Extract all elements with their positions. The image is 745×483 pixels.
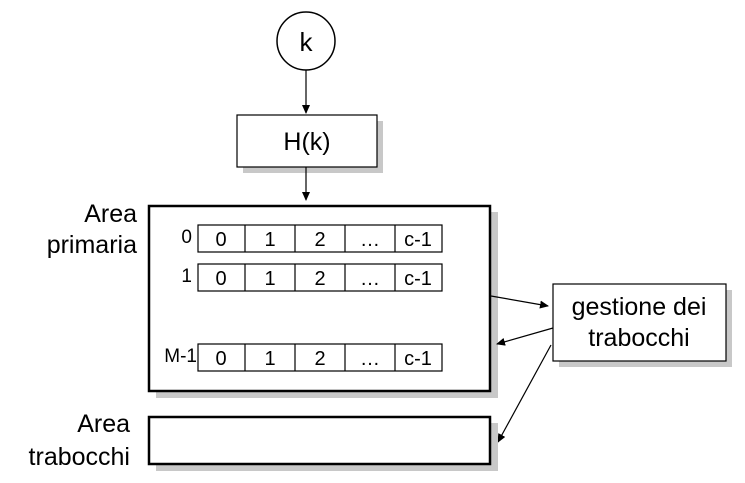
overflow-area-label-line2: trabocchi bbox=[29, 443, 130, 471]
arrow-primary-to-manager bbox=[490, 295, 549, 309]
row-index: 0 bbox=[181, 227, 192, 248]
row-index: M-1 bbox=[164, 346, 197, 367]
slot-cell: … bbox=[360, 229, 380, 251]
slot-cell: 1 bbox=[264, 229, 275, 251]
row-index: 1 bbox=[181, 266, 192, 287]
bucket-row: 1 0 1 2 … c-1 bbox=[181, 263, 443, 292]
slot-cell: 1 bbox=[264, 348, 275, 370]
overflow-area-box bbox=[147, 415, 498, 471]
slot-cell: c-1 bbox=[404, 348, 432, 370]
slot-cell: 0 bbox=[215, 268, 226, 290]
overflow-manager-label-line1: gestione dei bbox=[572, 293, 707, 321]
slot-cell: … bbox=[360, 268, 380, 290]
bucket-row: M-1 0 1 2 … c-1 bbox=[164, 343, 443, 372]
slot-cell: 0 bbox=[215, 229, 226, 251]
slot-cell: 1 bbox=[264, 268, 275, 290]
overflow-manager-label-line2: trabocchi bbox=[588, 324, 689, 352]
primary-area-label-line2: primaria bbox=[47, 231, 137, 259]
hash-function-box: H(k) bbox=[236, 114, 383, 173]
slot-cell: 0 bbox=[215, 348, 226, 370]
overflow-manager-box: gestione dei trabocchi bbox=[552, 283, 732, 367]
arrow-manager-to-primary bbox=[496, 327, 554, 346]
key-node: k bbox=[276, 11, 336, 71]
slot-cell: 2 bbox=[314, 229, 325, 251]
slot-cell: c-1 bbox=[404, 268, 432, 290]
hash-label: H(k) bbox=[283, 128, 330, 156]
arrow-manager-to-overflow-area bbox=[497, 344, 552, 443]
slot-cell: 2 bbox=[314, 268, 325, 290]
key-label: k bbox=[300, 27, 314, 57]
bucket-row: 0 0 1 2 … c-1 bbox=[181, 224, 443, 253]
overflow-area-label-line1: Area bbox=[77, 410, 130, 438]
primary-area-label-line1: Area bbox=[84, 200, 137, 228]
slot-cell: c-1 bbox=[404, 229, 432, 251]
slot-cell: … bbox=[360, 348, 380, 370]
slot-cell: 2 bbox=[314, 348, 325, 370]
